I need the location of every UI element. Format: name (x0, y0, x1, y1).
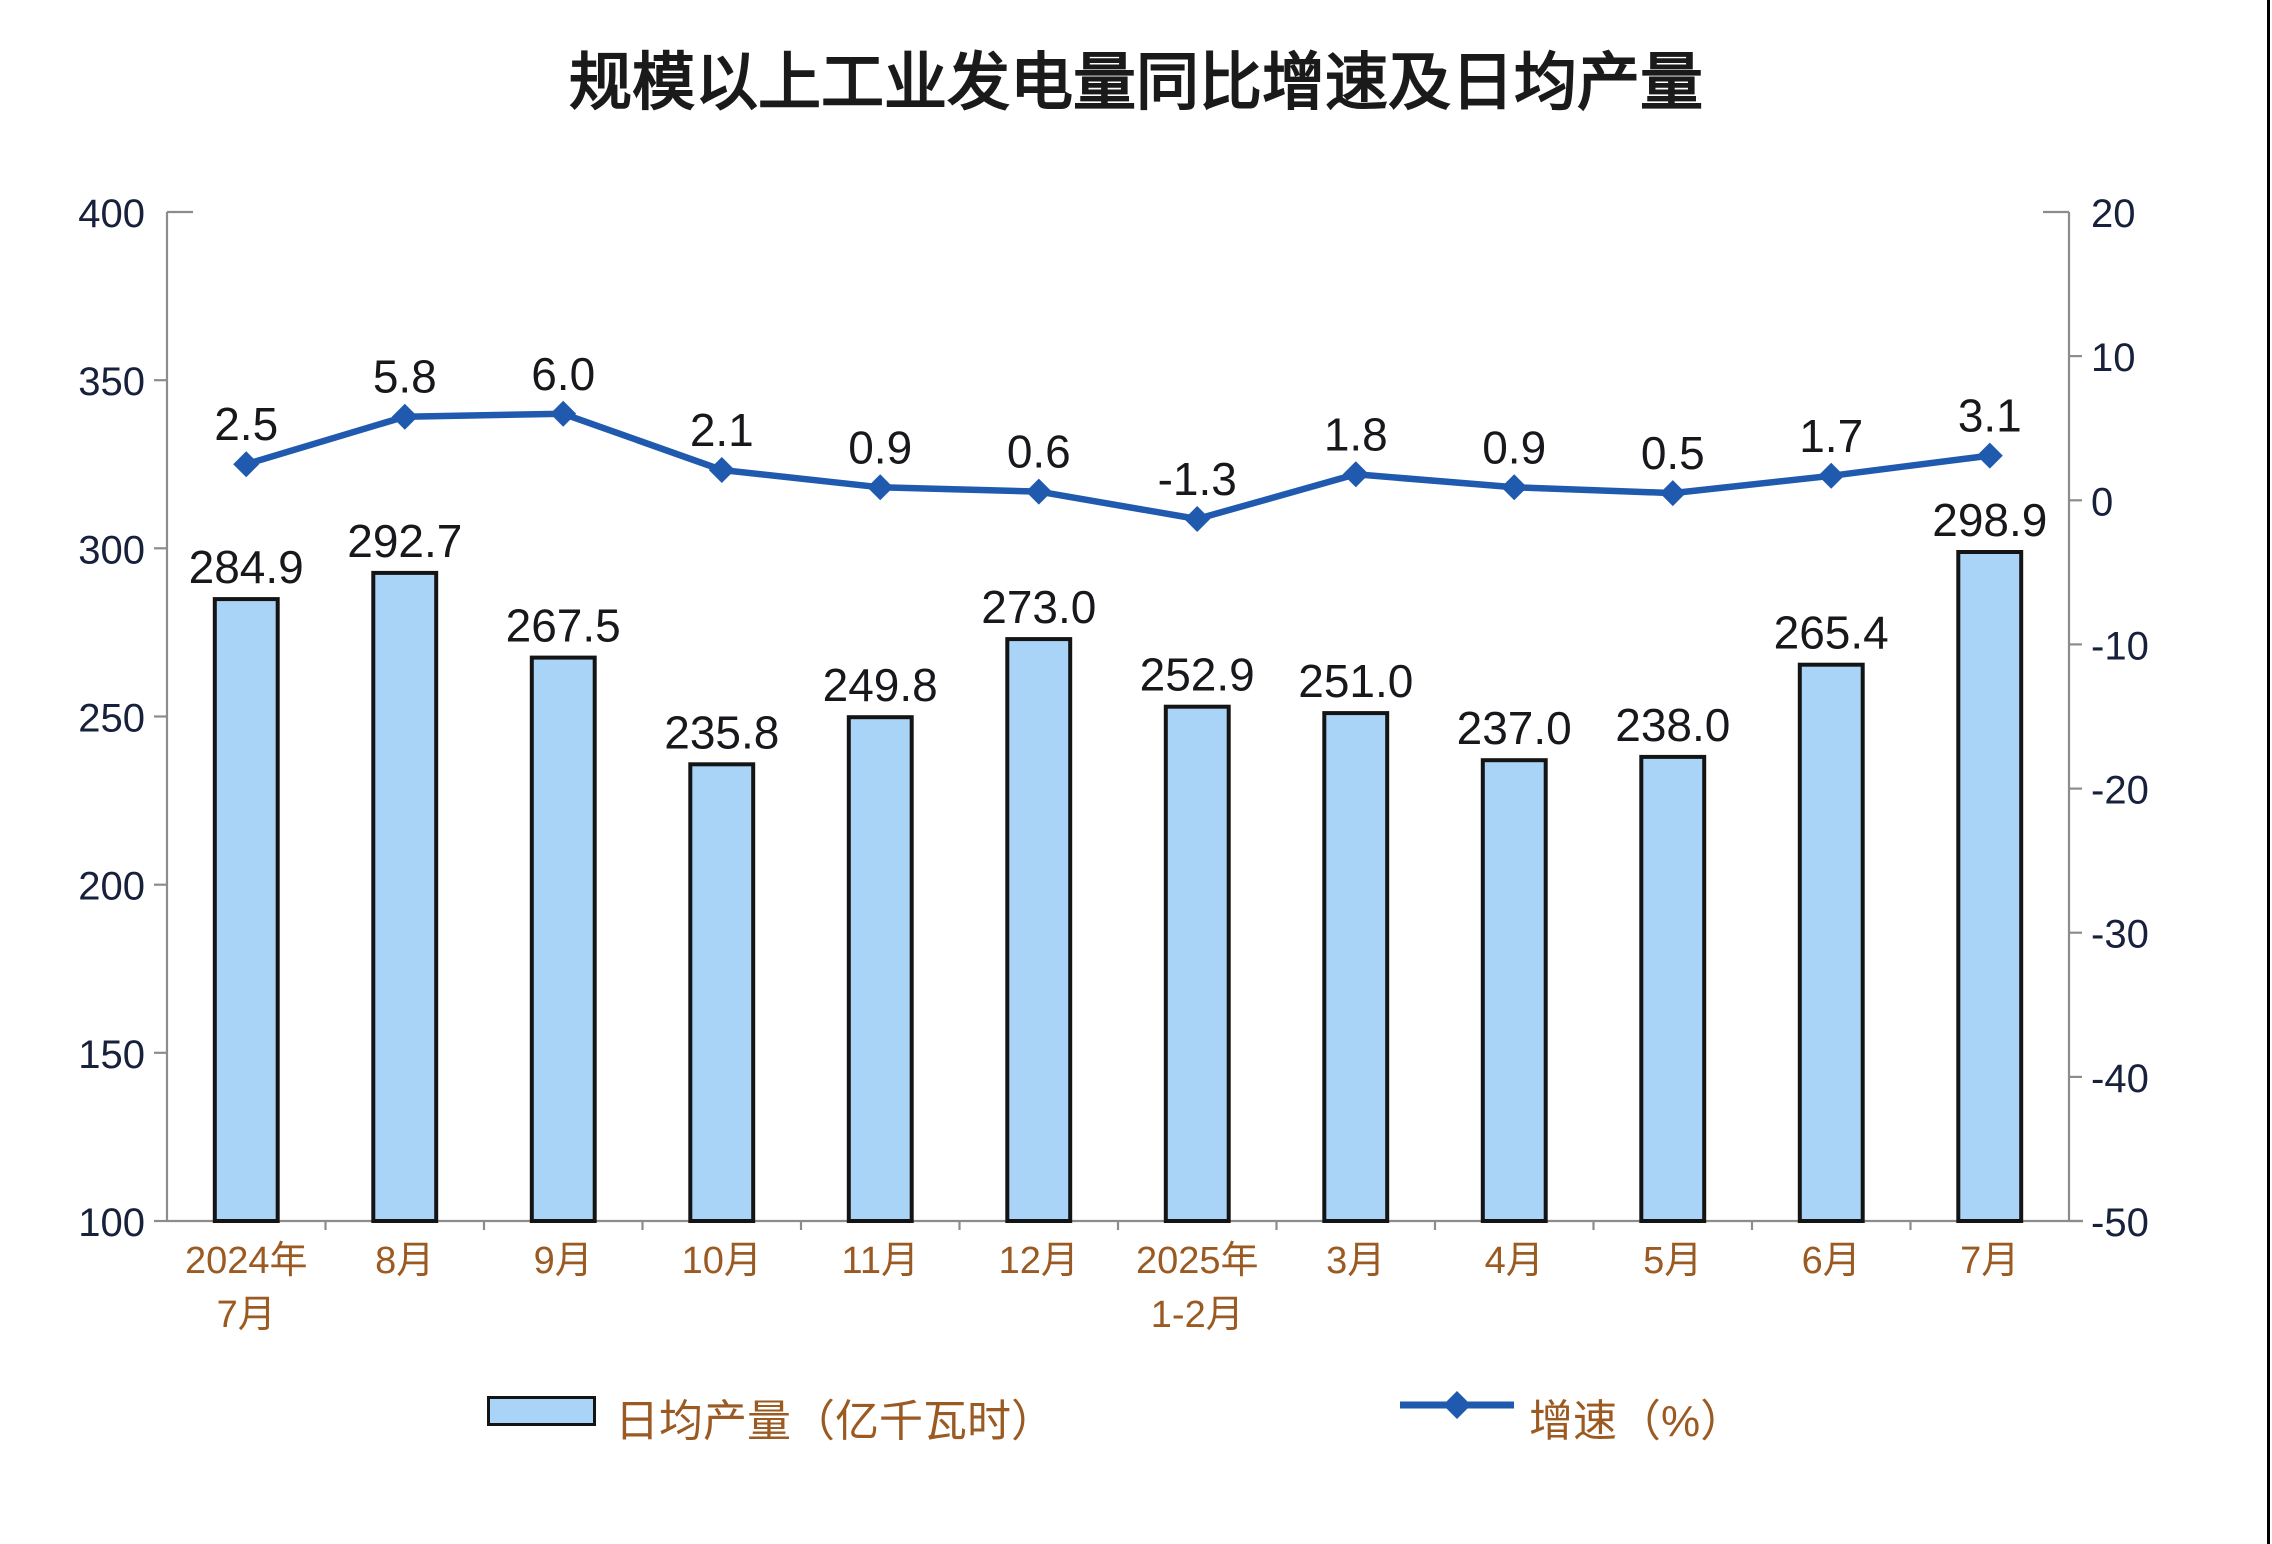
svg-text:0.6: 0.6 (1007, 426, 1071, 478)
svg-text:2.1: 2.1 (690, 404, 754, 456)
svg-text:200: 200 (78, 865, 145, 909)
svg-text:2.5: 2.5 (214, 398, 278, 450)
svg-text:265.4: 265.4 (1774, 607, 1889, 659)
svg-text:284.9: 284.9 (189, 541, 304, 593)
svg-text:235.8: 235.8 (664, 706, 779, 758)
svg-text:252.9: 252.9 (1140, 649, 1255, 701)
svg-text:1.8: 1.8 (1324, 408, 1388, 460)
svg-text:267.5: 267.5 (506, 600, 621, 652)
svg-text:1.7: 1.7 (1799, 410, 1863, 462)
svg-text:-1.3: -1.3 (1158, 453, 1237, 505)
svg-text:20: 20 (2091, 192, 2136, 236)
svg-text:400: 400 (78, 192, 145, 236)
svg-text:150: 150 (78, 1033, 145, 1077)
svg-text:237.0: 237.0 (1457, 702, 1572, 754)
svg-text:292.7: 292.7 (347, 515, 462, 567)
svg-text:0: 0 (2091, 480, 2113, 524)
svg-text:273.0: 273.0 (981, 581, 1096, 633)
svg-text:-30: -30 (2091, 913, 2149, 957)
svg-text:0.9: 0.9 (848, 421, 912, 473)
svg-text:350: 350 (78, 360, 145, 404)
svg-text:5.8: 5.8 (373, 351, 437, 403)
svg-text:100: 100 (78, 1201, 145, 1245)
svg-text:0.9: 0.9 (1482, 421, 1546, 473)
svg-text:249.8: 249.8 (823, 659, 938, 711)
svg-text:300: 300 (78, 528, 145, 572)
svg-text:251.0: 251.0 (1298, 655, 1413, 707)
svg-text:250: 250 (78, 697, 145, 741)
svg-text:0.5: 0.5 (1641, 427, 1705, 479)
svg-text:10: 10 (2091, 336, 2136, 380)
svg-text:-10: -10 (2091, 624, 2149, 668)
svg-text:3.1: 3.1 (1958, 390, 2022, 442)
svg-text:298.9: 298.9 (1932, 494, 2047, 546)
svg-text:238.0: 238.0 (1615, 699, 1730, 751)
svg-text:-20: -20 (2091, 769, 2149, 813)
svg-text:-40: -40 (2091, 1057, 2149, 1101)
svg-text:6.0: 6.0 (531, 348, 595, 400)
svg-text:-50: -50 (2091, 1201, 2149, 1245)
